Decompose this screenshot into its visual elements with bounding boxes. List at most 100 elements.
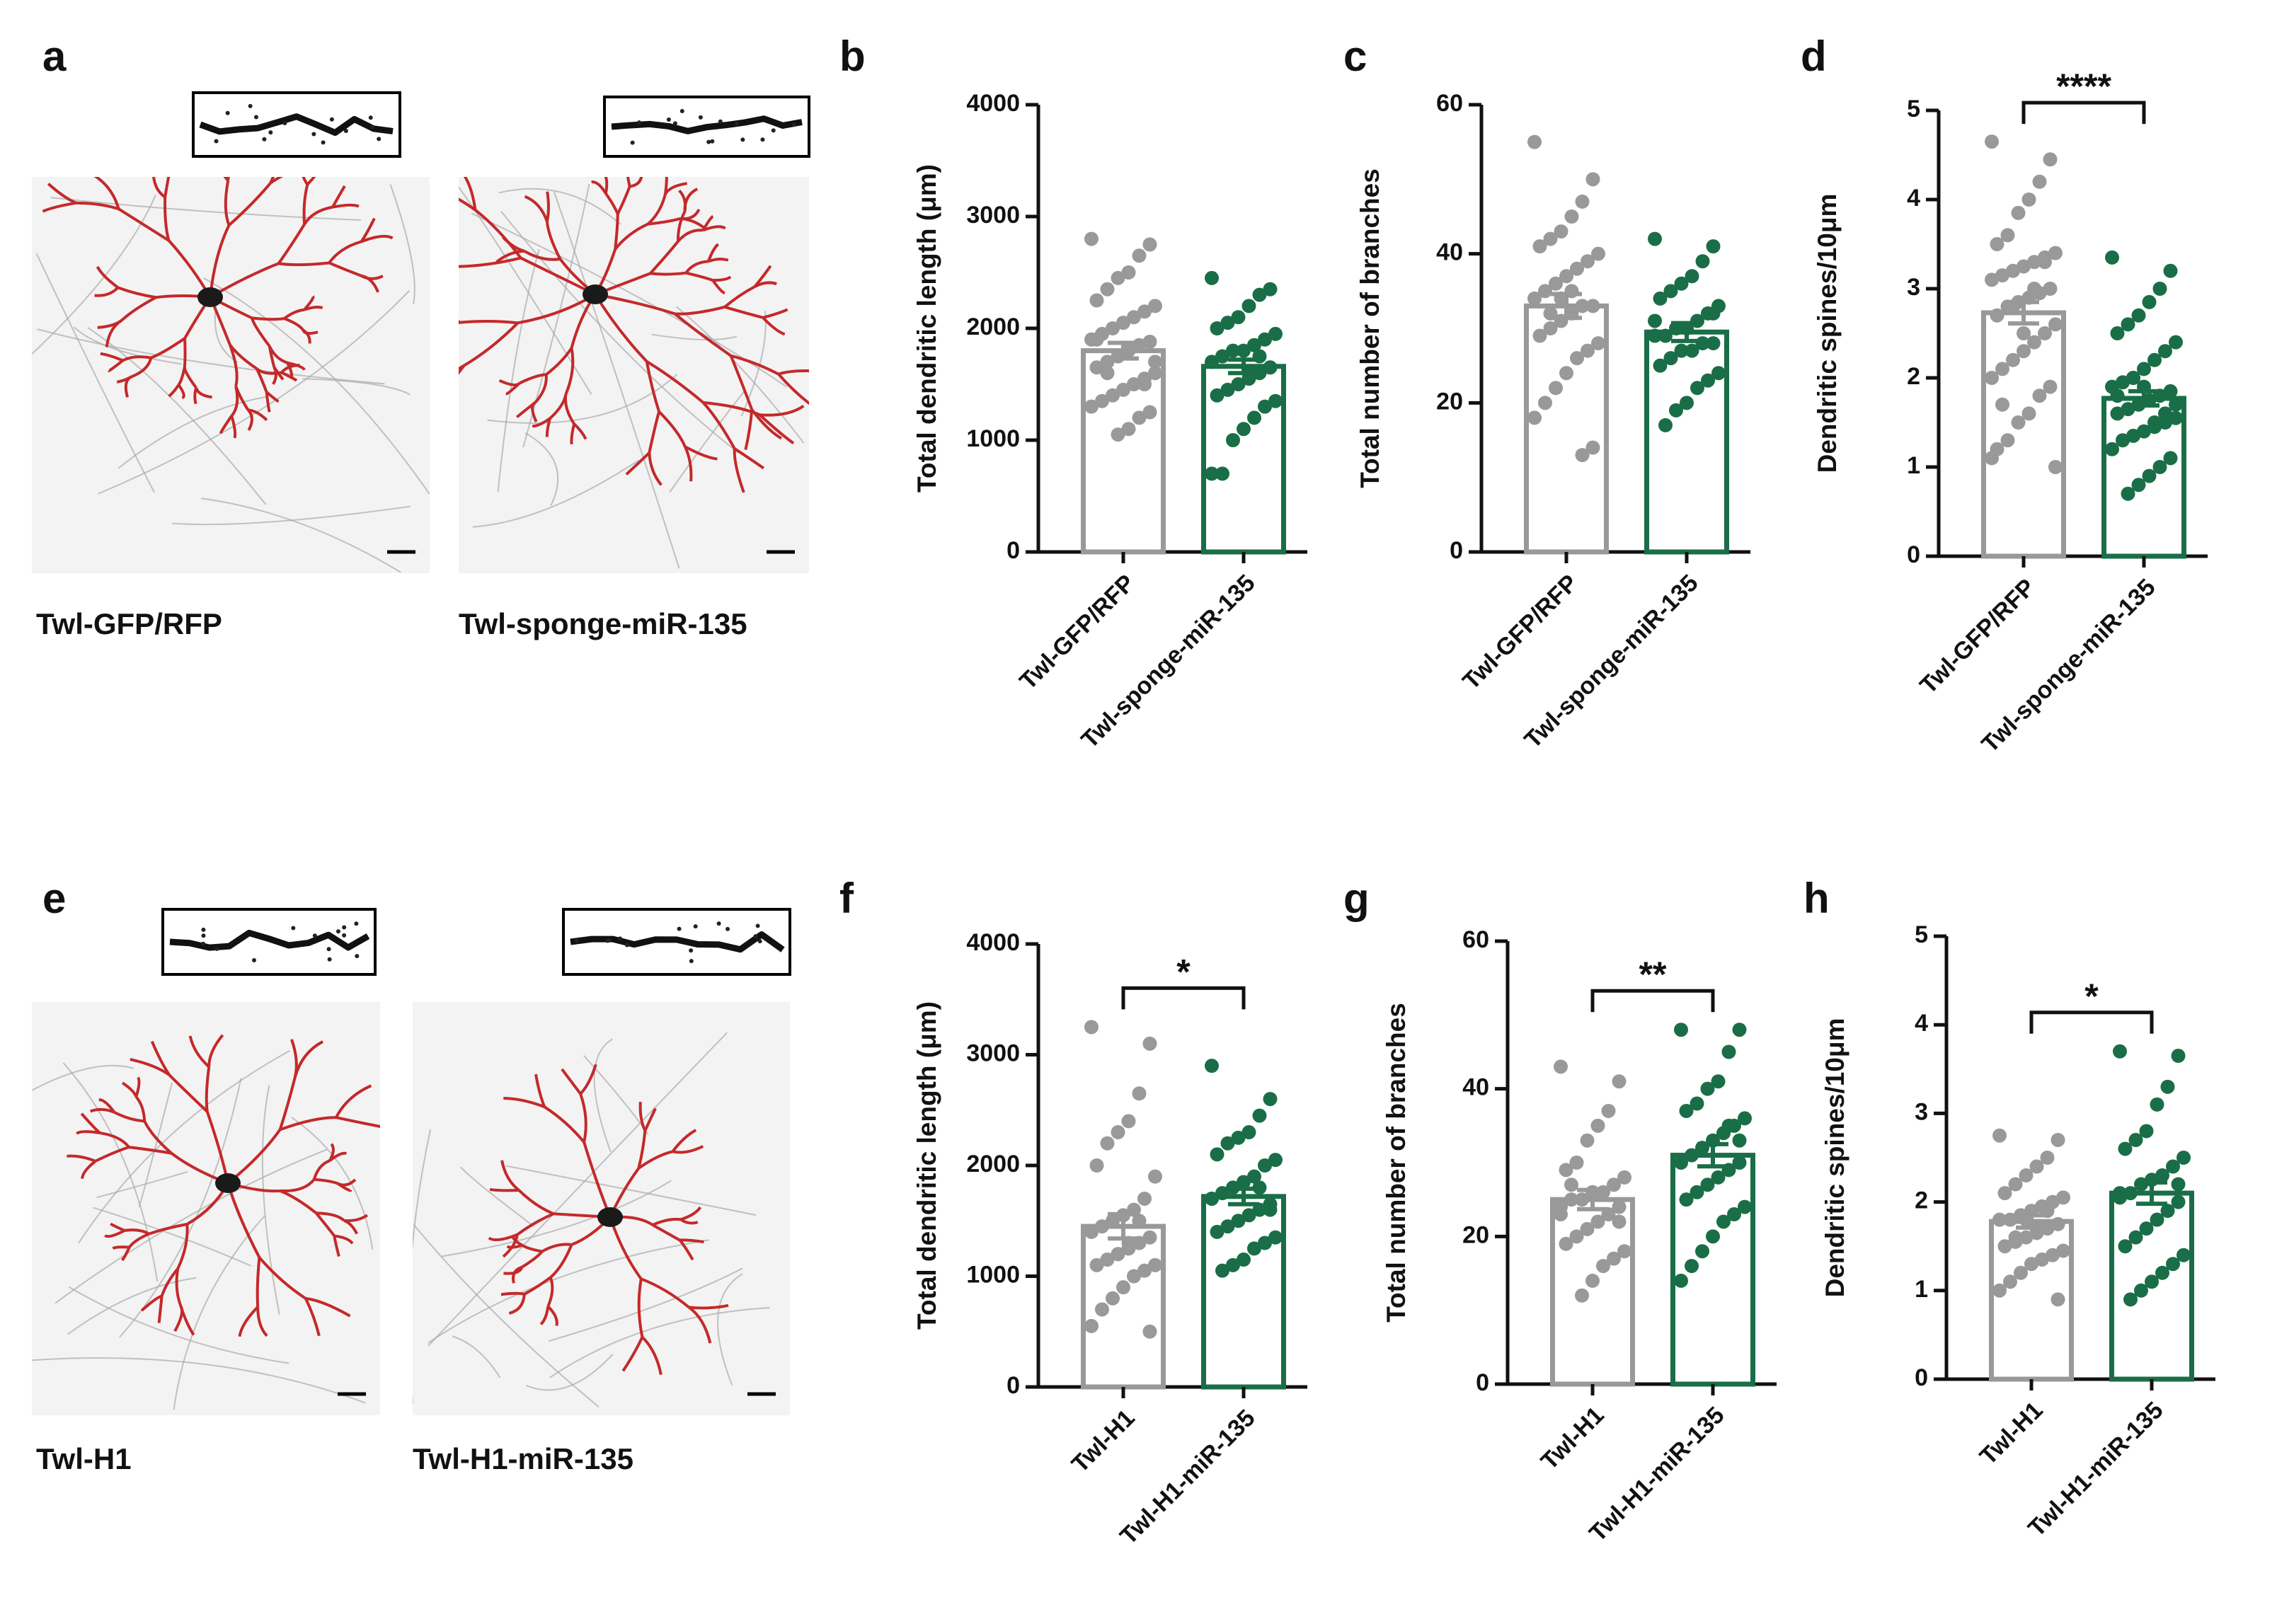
background-neurite: [98, 289, 411, 495]
data-point: [1527, 291, 1542, 306]
background-neurite: [717, 1273, 743, 1386]
data-point: [2048, 246, 2063, 260]
dendrite: [278, 1076, 297, 1130]
dendrite: [648, 411, 660, 454]
neuron-image: [459, 96, 810, 573]
data-point: [1607, 1177, 1621, 1192]
data-point: [1648, 231, 1662, 246]
inset-spine: [618, 936, 623, 941]
background-neurite: [37, 328, 385, 385]
data-point: [1106, 388, 1120, 403]
dendrite: [459, 364, 466, 375]
dendrite: [649, 240, 679, 275]
dendrite: [121, 1246, 131, 1262]
background-neurite: [472, 459, 640, 528]
data-point: [2105, 442, 2119, 456]
data-point: [1532, 328, 1547, 343]
data-point: [1690, 381, 1704, 396]
dendrite: [759, 404, 805, 417]
dendrite: [503, 1097, 545, 1109]
data-point: [1995, 268, 2009, 283]
inset-spine: [735, 121, 740, 126]
data-point: [1570, 261, 1584, 276]
data-point: [1237, 1252, 1251, 1267]
inset-spine: [716, 921, 721, 926]
data-point: [2029, 1159, 2044, 1174]
inset-spine: [312, 933, 317, 938]
data-point: [1142, 237, 1157, 252]
data-point: [2014, 1265, 2028, 1280]
data-point: [2150, 1212, 2164, 1227]
data-point: [1089, 293, 1104, 308]
data-point: [2152, 282, 2167, 296]
data-point: [1247, 1241, 1261, 1256]
dendrite: [175, 1268, 183, 1308]
data-point: [2166, 1257, 2180, 1272]
dendrite: [277, 223, 306, 265]
background-neurite: [497, 249, 540, 493]
inset-spine: [214, 946, 219, 951]
significance-stars: *: [2084, 977, 2099, 1016]
data-point: [1564, 1192, 1578, 1207]
dendrite: [360, 234, 394, 243]
dendrite: [684, 260, 709, 274]
data-point: [1992, 1212, 2007, 1227]
data-point: [1612, 1214, 1627, 1229]
data-point: [2021, 406, 2036, 421]
dendrite: [154, 153, 157, 171]
data-point: [1127, 1269, 1141, 1284]
data-point: [2056, 1243, 2070, 1258]
inset-spine: [369, 125, 374, 129]
x-tick-label: Twl-H1: [1536, 1402, 1610, 1475]
data-point: [2139, 1124, 2154, 1139]
dendrite: [570, 423, 576, 444]
background-neurite: [50, 197, 361, 221]
y-tick-label: 1: [1915, 1276, 1928, 1303]
data-point: [2032, 174, 2047, 189]
data-point: [1215, 1186, 1229, 1201]
data-point: [1106, 1214, 1120, 1228]
dendrite: [637, 1130, 647, 1169]
dendrite: [706, 243, 720, 263]
inset-spine: [201, 927, 206, 932]
data-point: [1220, 1219, 1235, 1234]
dendrite: [534, 374, 548, 404]
dendrite: [128, 1232, 150, 1248]
data-point: [1205, 1191, 1219, 1206]
dendrite: [94, 1146, 130, 1163]
data-point: [1247, 1169, 1261, 1184]
inset-spine: [698, 115, 703, 120]
data-point: [1711, 1074, 1726, 1089]
y-tick-label: 0: [1907, 541, 1920, 568]
data-point: [1215, 1263, 1229, 1278]
inset-dendrite: [169, 929, 370, 951]
dendrite: [614, 222, 649, 250]
y-tick-label: 2000: [966, 313, 1020, 340]
y-tick-label: 3000: [966, 202, 1020, 229]
dendrite: [664, 177, 668, 195]
dendrite: [134, 1076, 141, 1098]
data-point: [1685, 343, 1699, 358]
dendrite: [76, 1130, 101, 1135]
background-neurite: [500, 211, 739, 454]
y-axis-label: Total number of branches: [1382, 1003, 1411, 1323]
dendrite: [143, 1120, 173, 1155]
data-point: [1674, 343, 1689, 358]
data-point: [2017, 259, 2031, 274]
inset-spine: [262, 137, 267, 142]
data-point: [1990, 237, 2004, 251]
dendrite: [335, 1116, 380, 1128]
background-neurite: [261, 1085, 280, 1315]
background-neurite: [93, 1207, 251, 1267]
data-point: [1554, 1059, 1568, 1074]
data-point: [1543, 231, 1558, 246]
data-point: [2171, 1194, 2186, 1209]
dendrite: [643, 1107, 657, 1131]
data-point: [1220, 316, 1235, 330]
data-point: [1591, 336, 1605, 351]
data-point: [1100, 282, 1115, 296]
dendrite: [614, 214, 619, 250]
data-point: [1116, 1280, 1130, 1295]
y-tick-label: 4: [1915, 1010, 1928, 1037]
data-point: [1653, 358, 1668, 373]
